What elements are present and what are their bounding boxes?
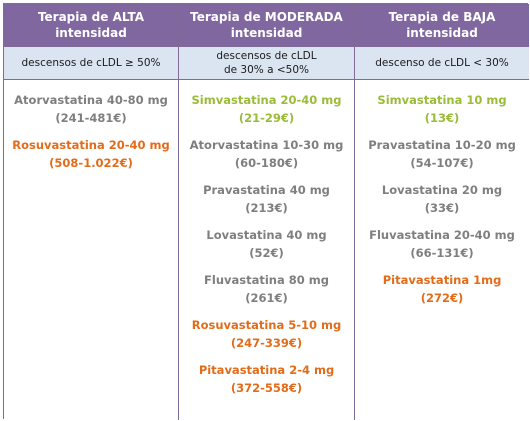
statin-intensity-table: Terapia de ALTA intensidad Terapia de MO… (3, 3, 529, 420)
drug-name: Pitavastatina 1mg (382, 273, 502, 287)
subheader-line: de 30% a <50% (223, 64, 310, 76)
drug-entry: Pitavastatina 2-4 mg (372-558€) (179, 361, 354, 397)
drug-price: (241-481€) (55, 111, 127, 125)
drug-price: (60-180€) (234, 156, 299, 170)
drug-name: Pravastatina 10-20 mg (368, 138, 516, 152)
drug-entry: Lovastatina 20 mg (33€) (355, 181, 529, 217)
subheader-moderate: descensos de cLDL de 30% a <50% (179, 46, 355, 80)
drug-price: (54-107€) (410, 156, 474, 170)
header-line: Terapia de BAJA intensidad (388, 10, 496, 40)
drug-price: (247-339€) (230, 336, 303, 350)
drug-entry: Simvastatina 20-40 mg (21-29€) (179, 91, 354, 127)
subheader-line: descensos de cLDL (216, 50, 317, 62)
drug-entry: Lovastatina 40 mg (52€) (179, 226, 354, 262)
subheader-low: descenso de cLDL < 30% (355, 46, 529, 80)
drug-price: (52€) (249, 246, 284, 260)
drug-name: Simvastatina 10 mg (377, 93, 507, 107)
drug-entry: Pravastatina 10-20 mg (54-107€) (355, 136, 529, 172)
drug-entry: Pravastatina 40 mg (213€) (179, 181, 354, 217)
drug-price: (33€) (424, 201, 460, 215)
header-line: Terapia de ALTA (37, 10, 145, 24)
drug-name: Lovastatina 40 mg (206, 228, 327, 242)
drug-list-low: Simvastatina 10 mg (13€) Pravastatina 10… (355, 80, 529, 420)
drug-name: Atorvastatina 10-30 mg (189, 138, 344, 152)
drug-name: Fluvastatina 80 mg (204, 273, 329, 287)
drug-name: Fluvastatina 20-40 mg (369, 228, 515, 242)
drug-price: (13€) (424, 111, 460, 125)
drug-entry: Simvastatina 10 mg (13€) (355, 91, 529, 127)
header-low-intensity: Terapia de BAJA intensidad (355, 4, 529, 46)
drug-entry: Atorvastatina 40-80 mg (241-481€) (4, 91, 178, 127)
drug-name: Lovastatina 20 mg (381, 183, 503, 197)
header-high-intensity: Terapia de ALTA intensidad (4, 4, 179, 46)
drug-name: Rosuvastatina 20-40 mg (12, 138, 170, 152)
subheader-high: descensos de cLDL ≥ 50% (4, 46, 179, 80)
drug-price: (261€) (245, 291, 288, 305)
drug-name: Rosuvastatina 5-10 mg (191, 318, 342, 332)
header-line: Terapia de MODERADA (190, 10, 343, 24)
header-moderate-intensity: Terapia de MODERADA intensidad (179, 4, 355, 46)
drug-price: (272€) (420, 291, 464, 305)
subheader-line: descensos de cLDL ≥ 50% (21, 57, 161, 69)
drug-entry: Rosuvastatina 20-40 mg (508-1.022€) (4, 136, 178, 172)
drug-entry: Rosuvastatina 5-10 mg (247-339€) (179, 316, 354, 352)
drug-entry: Fluvastatina 20-40 mg (66-131€) (355, 226, 529, 262)
drug-entry: Pitavastatina 1mg (272€) (355, 271, 529, 307)
drug-price: (372-558€) (230, 381, 303, 395)
drug-name: Atorvastatina 40-80 mg (14, 93, 168, 107)
drug-list-high: Atorvastatina 40-80 mg (241-481€) Rosuva… (4, 80, 179, 420)
drug-price: (508-1.022€) (49, 156, 133, 170)
drug-price: (66-131€) (410, 246, 474, 260)
header-line: intensidad (55, 26, 127, 40)
drug-entry: Fluvastatina 80 mg (261€) (179, 271, 354, 307)
drug-name: Simvastatina 20-40 mg (191, 93, 342, 107)
drug-name: Pitavastatina 2-4 mg (198, 363, 335, 377)
drug-price: (21-29€) (238, 111, 295, 125)
drug-name: Pravastatina 40 mg (203, 183, 330, 197)
drug-entry: Atorvastatina 10-30 mg (60-180€) (179, 136, 354, 172)
subheader-line: descenso de cLDL < 30% (375, 57, 509, 69)
drug-list-moderate: Simvastatina 20-40 mg (21-29€) Atorvasta… (179, 80, 355, 420)
drug-price: (213€) (245, 201, 288, 215)
header-line: intensidad (230, 26, 303, 40)
